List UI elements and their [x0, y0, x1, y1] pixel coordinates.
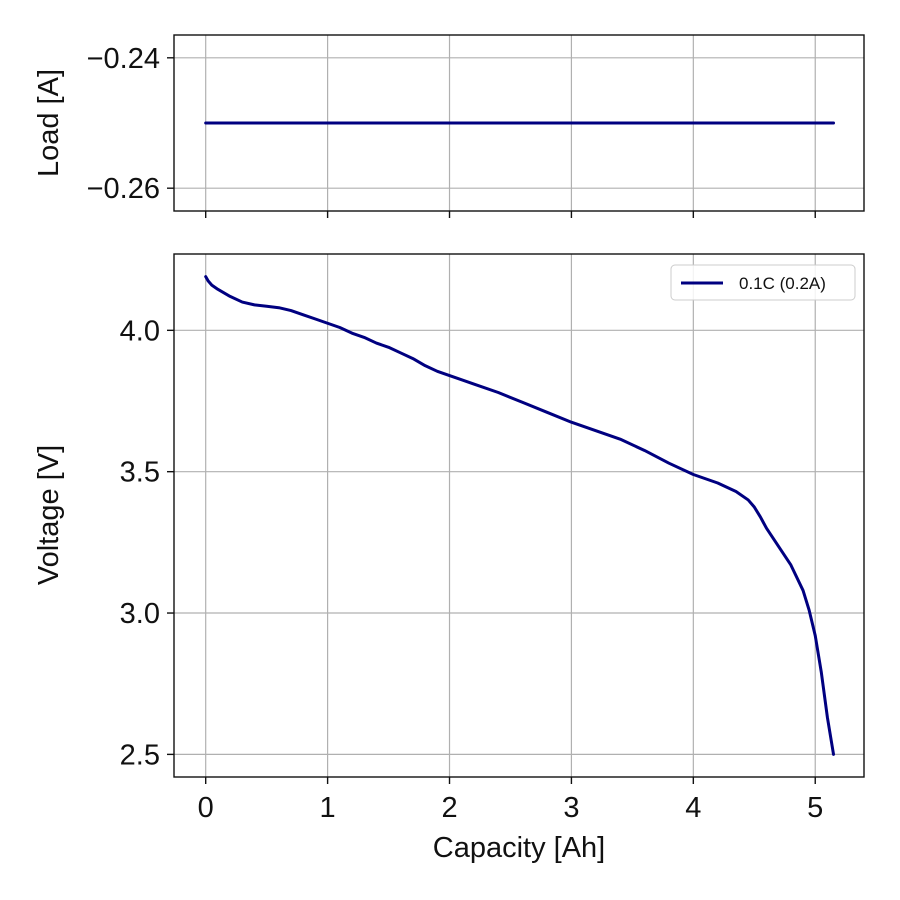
x-tick-label: 5 [807, 792, 823, 824]
y-tick-label: 3.0 [120, 598, 160, 630]
plot-frame [173, 34, 865, 212]
load-panel: −0.24 −0.26 Load [A] [33, 34, 865, 218]
x-tick-label: 3 [563, 792, 579, 824]
y-tick-label: −0.26 [87, 173, 160, 205]
legend-box [670, 264, 856, 301]
legend-entry-label: 0.1C (0.2A) [739, 274, 826, 293]
x-tick-label: 2 [441, 792, 457, 824]
plot-frame [173, 253, 865, 778]
y-tick-label: 2.5 [120, 739, 160, 771]
y-tick-label: 3.5 [120, 457, 160, 489]
voltage-panel: 0 1 2 3 4 5 2.5 3.0 3.5 4.0 Voltage [V] Capacity [A… [33, 253, 865, 864]
y-tick-label: 4.0 [120, 315, 160, 347]
x-tick-label: 0 [198, 792, 214, 824]
y-axis-title: Load [A] [33, 69, 65, 177]
x-axis-title: Capacity [Ah] [433, 832, 605, 864]
legend: 0.1C (0.2A) [670, 264, 856, 301]
x-tick-label: 4 [685, 792, 701, 824]
x-tick-label: 1 [320, 792, 336, 824]
series-line [204, 275, 836, 756]
y-axis-title: Voltage [V] [33, 445, 65, 585]
y-tick-label: −0.24 [87, 43, 160, 75]
